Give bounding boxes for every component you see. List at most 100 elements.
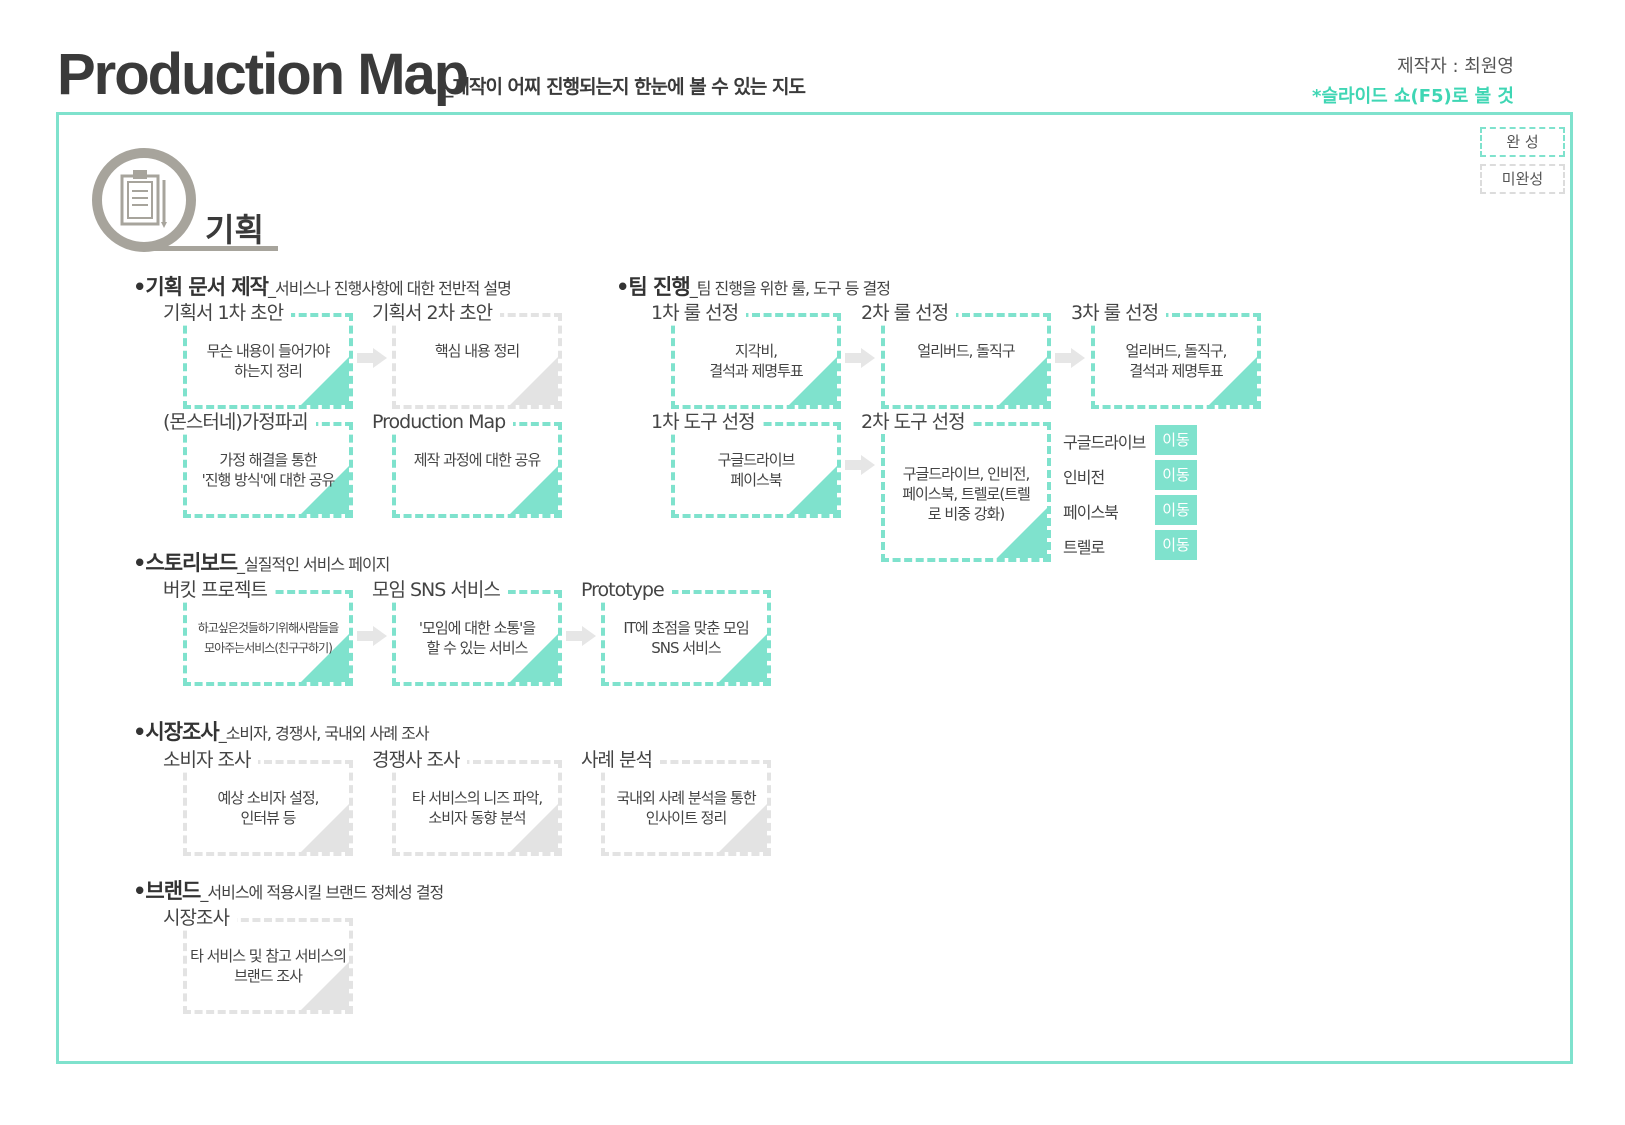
card-body: 지각비, 결석과 제명투표: [709, 342, 803, 380]
group-title-market: •시장조사_소비자, 경쟁사, 국내외 사례 조사: [133, 716, 430, 746]
status-corner: [510, 634, 558, 682]
status-corner: [301, 466, 349, 514]
card-body: 타 서비스의 니즈 파악, 소비자 동향 분석: [411, 789, 543, 827]
status-corner: [999, 357, 1047, 405]
group-title-text: •기획 문서 제작: [133, 275, 269, 299]
card-label: 1차 도구 선정: [651, 410, 763, 434]
card-box: [392, 590, 562, 686]
tool-row-facebook: 페이스북 이동: [1063, 495, 1203, 525]
arrow-right-icon: [845, 455, 875, 475]
card-body: 얼리버드, 돌직구, 결석과 제명투표: [1125, 342, 1228, 380]
arrow-right-icon: [845, 348, 875, 368]
tool-row-invision: 인비전 이동: [1063, 460, 1203, 490]
card-box: [881, 313, 1051, 409]
page-subtitle: _제작이 어찌 진행되는지 한눈에 볼 수 있는 지도: [444, 76, 806, 98]
card-competitor[interactable]: 경쟁사 조사 타 서비스의 니즈 파악, 소비자 동향 분석: [372, 748, 562, 872]
card-box: [671, 422, 841, 518]
card-box: [392, 422, 562, 518]
arrow-right-icon: [357, 348, 387, 368]
card-label: 시장조사: [163, 906, 237, 930]
arrow-right-icon: [1055, 348, 1085, 368]
card-body: 하고싶은것들하기위해사람들을 모아주는서비스(친구구하기): [197, 621, 340, 655]
tool-name: 페이스북: [1063, 503, 1119, 522]
status-corner: [301, 962, 349, 1010]
card-draft1[interactable]: 기획서 1차 초안 무슨 내용이 들어가야 하는지 정리: [163, 301, 353, 425]
card-label: 버킷 프로젝트: [163, 578, 275, 602]
card-body: 구글드라이브, 인비전, 페이스북, 트렐로(트렐 로 비중 강화): [902, 465, 1031, 523]
card-body: 제작 과정에 대한 공유: [413, 451, 542, 469]
card-tool1[interactable]: 1차 도구 선정 구글드라이브 페이스북: [651, 410, 841, 534]
group-title-text: •시장조사: [133, 720, 220, 744]
group-desc: _서비스에 적용시킬 브랜드 정체성 결정: [200, 883, 444, 902]
card-box: [1091, 313, 1261, 409]
content-frame: [56, 112, 1573, 1064]
card-label: 모임 SNS 서비스: [372, 578, 508, 602]
group-title-brand: •브랜드_서비스에 적용시킬 브랜드 정체성 결정: [133, 875, 444, 905]
status-corner: [719, 804, 767, 852]
tool-name: 구글드라이브: [1063, 433, 1146, 452]
card-brand-survey[interactable]: 시장조사 타 서비스 및 참고 서비스의 브랜드 조사: [163, 906, 353, 1030]
status-corner: [510, 466, 558, 514]
card-rule3[interactable]: 3차 룰 선정 얼리버드, 돌직구, 결석과 제명투표: [1071, 301, 1261, 425]
card-meet-sns[interactable]: 모임 SNS 서비스 '모임에 대한 소통'을 할 수 있는 서비스: [372, 578, 562, 702]
status-corner: [301, 804, 349, 852]
go-button-facebook[interactable]: 이동: [1155, 495, 1197, 525]
card-label: 소비자 조사: [163, 748, 259, 772]
go-button-trello[interactable]: 이동: [1155, 530, 1197, 560]
card-body: '모임에 대한 소통'을 할 수 있는 서비스: [418, 619, 536, 657]
card-label: 2차 룰 선정: [861, 301, 957, 325]
card-production-map[interactable]: Production Map 제작 과정에 대한 공유: [372, 410, 562, 534]
card-body: 핵심 내용 정리: [434, 342, 520, 360]
card-body: IT에 초점을 맞춘 모임 SNS 서비스: [623, 619, 749, 657]
status-corner: [510, 804, 558, 852]
card-box: [183, 760, 353, 856]
group-desc: _소비자, 경쟁사, 국내외 사례 조사: [218, 724, 430, 743]
status-corner: [1209, 357, 1257, 405]
status-corner: [301, 357, 349, 405]
status-corner: [997, 508, 1047, 558]
card-body: 예상 소비자 설정, 인터뷰 등: [217, 789, 320, 827]
card-label: 1차 룰 선정: [651, 301, 747, 325]
card-label: Production Map: [372, 410, 514, 434]
tool-name: 트렐로: [1063, 538, 1105, 557]
card-box: [392, 760, 562, 856]
card-bucket-project[interactable]: 버킷 프로젝트 하고싶은것들하기위해사람들을 모아주는서비스(친구구하기): [163, 578, 353, 702]
status-corner: [789, 466, 837, 514]
card-consumer[interactable]: 소비자 조사 예상 소비자 설정, 인터뷰 등: [163, 748, 353, 872]
card-prototype[interactable]: Prototype IT에 초점을 맞춘 모임 SNS 서비스: [581, 578, 771, 702]
author: 제작자 : 최원영: [1397, 56, 1514, 77]
card-label: (몬스터네)가정파괴: [163, 410, 316, 434]
group-title-team: •팀 진행_팀 진행을 위한 룰, 도구 등 결정: [616, 271, 891, 301]
card-box: [183, 590, 353, 686]
card-body: 가정 해결을 통한 '진행 방식'에 대한 공유: [201, 451, 336, 489]
section-title: 기획: [205, 211, 264, 249]
card-box: [601, 590, 771, 686]
card-body: 구글드라이브 페이스북: [717, 451, 796, 489]
group-title-text: •브랜드: [133, 879, 201, 903]
status-corner: [301, 634, 349, 682]
card-rule2[interactable]: 2차 룰 선정 얼리버드, 돌직구: [861, 301, 1051, 425]
card-box: [601, 760, 771, 856]
go-button-google-drive[interactable]: 이동: [1155, 425, 1197, 455]
card-hypothesis[interactable]: (몬스터네)가정파괴 가정 해결을 통한 '진행 방식'에 대한 공유: [163, 410, 353, 534]
page-title: Production Map: [57, 42, 469, 107]
card-case-analysis[interactable]: 사례 분석 국내외 사례 분석을 통한 인사이트 정리: [581, 748, 771, 872]
tool-row-trello: 트렐로 이동: [1063, 530, 1203, 560]
card-tool2[interactable]: 2차 도구 선정 구글드라이브, 인비전, 페이스북, 트렐로(트렐 로 비중 …: [861, 410, 1051, 562]
card-rule1[interactable]: 1차 룰 선정 지각비, 결석과 제명투표: [651, 301, 841, 425]
status-corner: [719, 634, 767, 682]
card-body: 타 서비스 및 참고 서비스의 브랜드 조사: [190, 947, 347, 985]
card-label: 2차 도구 선정: [861, 410, 973, 434]
status-corner: [510, 357, 558, 405]
card-label: 3차 룰 선정: [1071, 301, 1167, 325]
legend-pending: 미완성: [1480, 164, 1565, 194]
arrow-right-icon: [566, 626, 596, 646]
arrow-right-icon: [357, 626, 387, 646]
legend-done: 완 성: [1480, 127, 1565, 157]
card-draft2[interactable]: 기획서 2차 초안 핵심 내용 정리: [372, 301, 562, 425]
section-underline: [150, 246, 278, 251]
group-desc: _팀 진행을 위한 룰, 도구 등 결정: [689, 279, 891, 298]
go-button-invision[interactable]: 이동: [1155, 460, 1197, 490]
card-body: 무슨 내용이 들어가야 하는지 정리: [206, 342, 331, 380]
card-body: 얼리버드, 돌직구: [917, 342, 1015, 360]
